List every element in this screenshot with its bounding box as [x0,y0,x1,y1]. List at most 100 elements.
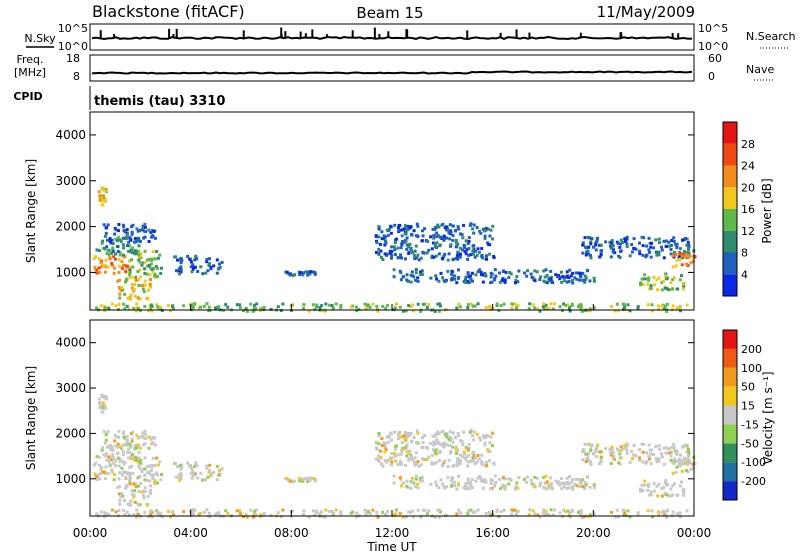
velocity-cell [687,452,691,455]
velocity-cell [103,396,107,400]
power-cell [378,242,382,246]
velocity-cell [363,508,367,512]
power-cell [619,242,623,246]
velocity-scale-swatch [723,424,737,444]
power-cell [554,273,558,277]
power-cell [464,252,468,256]
velocity-cell [663,510,667,514]
velocity-cell [132,494,136,498]
power-cell [571,271,575,275]
power-cell [380,255,383,259]
power-cell [301,273,305,277]
power-cell [122,246,125,250]
velocity-cell [567,513,571,517]
velocity-cell [674,470,678,474]
velocity-cell [649,493,653,497]
power-cell [306,273,310,277]
power-cell [686,254,690,258]
velocity-cell [486,447,490,451]
velocity-cell [640,442,644,446]
velocity-cell [458,462,462,466]
velocity-cell [137,450,141,454]
velocity-cell [584,460,588,464]
velocity-cell [141,467,145,471]
power-cell [691,256,695,260]
velocity-cell [190,510,194,514]
power-cell [624,240,627,243]
power-cell [385,228,389,232]
velocity-cell [476,454,480,457]
power-cell [381,258,385,262]
power-cell [579,303,583,307]
velocity-cell [131,453,135,457]
velocity-cell [514,487,517,491]
velocity-cell [182,510,186,514]
velocity-cell [400,441,404,445]
power-cell [657,307,661,311]
power-cell [101,239,105,243]
power-cell [458,305,462,309]
power-cell [100,263,104,267]
nsky-tick-bottom: 10^0 [58,40,88,53]
velocity-cell [368,512,372,515]
power-cell [144,230,148,234]
power-cell [492,256,496,260]
velocity-cell [110,508,114,512]
velocity-cell [217,473,221,477]
velocity-cell [144,436,148,440]
velocity-cell [668,451,672,455]
freq-label: Freq. [16,53,43,66]
velocity-cell [381,464,385,468]
power-cell [118,238,122,242]
power-cell [401,275,405,279]
power-cell [150,267,154,271]
velocity-cell [111,448,115,452]
velocity-cell [120,473,124,477]
velocity-cell [97,463,101,467]
power-scale-swatch [723,165,737,188]
velocity-cell [433,434,437,438]
velocity-cell [409,455,413,459]
velocity-cell [101,401,105,405]
velocity-cell [500,485,504,489]
power-cell [97,266,101,270]
velocity-cell [100,448,104,452]
power-cell [386,303,390,307]
power-cell [116,279,120,283]
power-cell [435,231,439,235]
velocity-cell [592,452,595,456]
power-cell [480,255,484,258]
velocity-cell [191,474,195,478]
freq-tick-8: 8 [73,70,80,83]
velocity-cell [625,444,629,448]
velocity-cell [151,476,155,480]
velocity-cell [103,441,107,445]
velocity-cell [660,511,664,514]
velocity-cell [542,475,546,479]
power-cell [158,253,162,257]
velocity-cell [657,513,661,517]
velocity-cell [680,469,684,473]
power-cell [131,246,135,250]
velocity-cell [401,481,405,485]
power-cell [147,240,151,243]
power-panel [89,111,695,311]
power-cell [483,273,487,277]
power-cell [484,227,488,231]
power-cell [116,236,120,239]
velocity-cell [567,486,571,490]
power-cell [137,236,141,240]
power-cell [680,254,684,258]
velocity-cell [390,463,393,467]
velocity-cell [134,456,138,460]
power-cell [686,251,690,255]
power-cell [93,266,97,270]
velocity-cell [127,456,131,460]
velocity-cell [201,478,205,482]
velocity-cell [476,508,480,512]
velocity-cell [433,449,437,453]
power-cell [463,278,467,282]
power-cell [474,273,478,277]
velocity-cell [313,513,317,517]
velocity-cell [468,482,472,486]
